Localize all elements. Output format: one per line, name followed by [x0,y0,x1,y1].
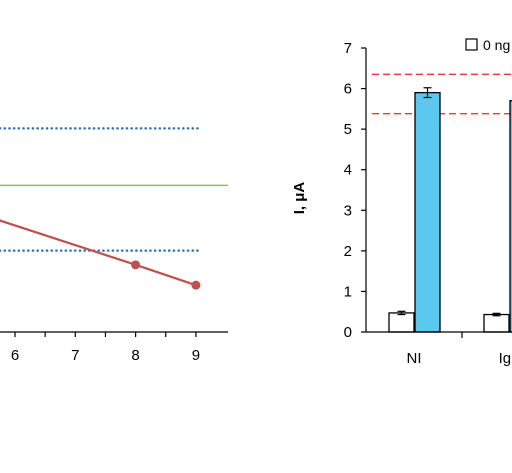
bar [388,312,415,333]
reference-lines [372,73,512,115]
x-ticks: 6 7 8 9 [11,332,200,364]
category-label: Igu [499,350,512,367]
y-tick-label: 7 [344,40,352,57]
line-series [0,219,201,290]
x-tick-label: 8 [131,347,139,364]
y-tick-label: 5 [344,121,352,138]
y-tick-label: 0 [344,324,352,341]
bar [483,313,510,333]
y-axis-title: I, μA [291,182,308,215]
y-tick-label: 3 [344,202,352,219]
data-point [191,280,201,290]
reference-lines [0,127,228,252]
category-label: NI [407,350,422,367]
legend-label: 0 ng [483,37,510,53]
data-point [131,260,141,270]
bar [414,91,441,333]
right-bar-chart: I, μA 0 1 2 3 4 5 6 7 NI Igu 0 ng [291,37,512,367]
series-line-0 [0,219,197,287]
legend-swatch [465,38,478,51]
y-tick-label: 2 [344,243,352,260]
left-line-chart: 6 7 8 9 [0,127,228,364]
bars [388,87,512,333]
x-tick-label: 7 [71,347,79,364]
bar [509,100,512,333]
x-tick-label: 9 [192,347,200,364]
category-labels: NI Igu [407,332,512,367]
x-tick-label: 6 [11,347,19,364]
y-tick-label: 6 [344,81,352,98]
y-tick-label: 1 [344,283,352,300]
y-ticks: 0 1 2 3 4 5 6 7 [344,40,366,341]
y-tick-label: 4 [344,162,352,179]
legend: 0 ng [465,37,510,53]
